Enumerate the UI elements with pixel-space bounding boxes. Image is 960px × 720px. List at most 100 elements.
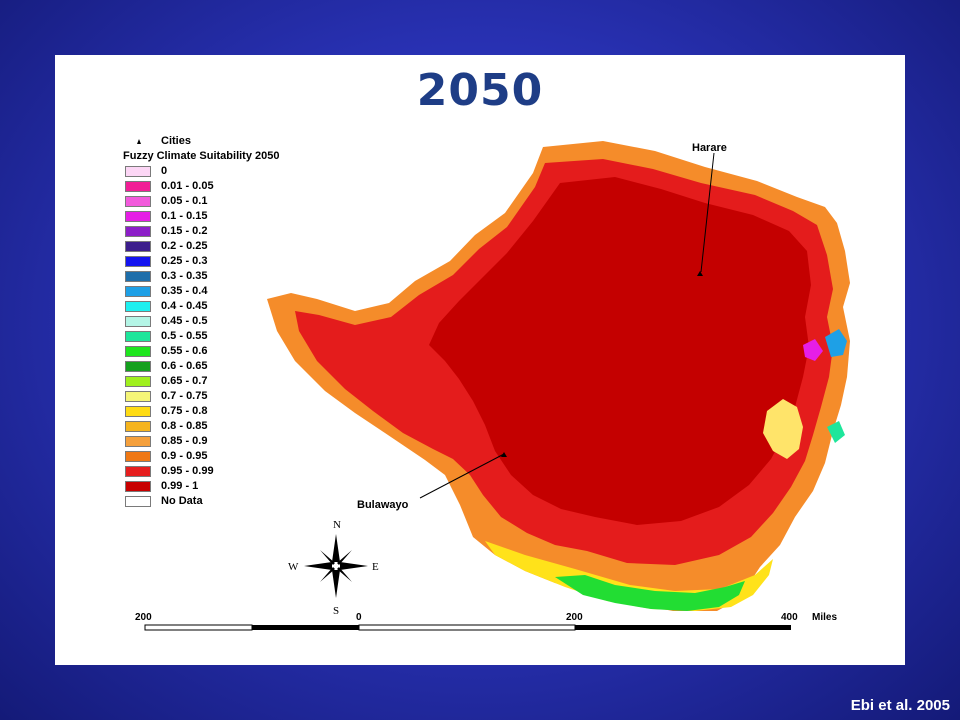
- legend-item-label: 0.25 - 0.3: [161, 255, 208, 267]
- scale-label-400: 400: [781, 612, 798, 623]
- legend-item: 0.45 - 0.5: [123, 315, 280, 330]
- city-triangle-icon: [137, 139, 141, 144]
- legend-item-label: 0.35 - 0.4: [161, 285, 208, 297]
- legend-item: 0.7 - 0.75: [123, 390, 280, 405]
- compass-needle-sw: [320, 567, 335, 582]
- legend-swatch: [125, 436, 151, 447]
- map-zone-east-mixed: [825, 329, 847, 357]
- legend-item: 0.99 - 1: [123, 480, 280, 495]
- legend-swatch: [125, 361, 151, 372]
- city-marker-harare: [697, 271, 703, 276]
- map-legend: Cities Fuzzy Climate Suitability 2050 0 0…: [123, 135, 280, 510]
- compass-label-e: E: [372, 561, 379, 573]
- legend-item: 0.6 - 0.65: [123, 360, 280, 375]
- legend-item-label: 0.75 - 0.8: [161, 405, 208, 417]
- zimbabwe-map: Harare Bulawayo N S E W 200 0 20: [135, 141, 850, 631]
- legend-swatch: [125, 391, 151, 402]
- legend-item-label: 0.3 - 0.35: [161, 270, 208, 282]
- legend-item: 0: [123, 165, 280, 180]
- legend-swatch: [125, 451, 151, 462]
- compass-needle-nw: [320, 550, 335, 565]
- legend-swatch: [125, 331, 151, 342]
- legend-item-label: 0.9 - 0.95: [161, 450, 208, 462]
- legend-item: 0.4 - 0.45: [123, 300, 280, 315]
- legend-item: 0.95 - 0.99: [123, 465, 280, 480]
- legend-swatch: [125, 481, 151, 492]
- scale-label-0: 0: [356, 612, 362, 623]
- legend-item-label: 0.2 - 0.25: [161, 240, 208, 252]
- scale-bar-segment-3: [358, 624, 576, 631]
- legend-item-label: 0.99 - 1: [161, 480, 199, 492]
- legend-item: 0.25 - 0.3: [123, 255, 280, 270]
- legend-swatch: [125, 286, 151, 297]
- legend-item-label: 0.15 - 0.2: [161, 225, 208, 237]
- legend-item-label: No Data: [161, 495, 203, 507]
- compass-label-w: W: [288, 561, 299, 573]
- compass-needle-n: [332, 534, 340, 562]
- map-zone-south-green: [555, 575, 745, 611]
- legend-item-label: 0.95 - 0.99: [161, 465, 214, 477]
- legend-item: 0.55 - 0.6: [123, 345, 280, 360]
- legend-item: 0.85 - 0.9: [123, 435, 280, 450]
- compass-rose: N S E W: [288, 519, 379, 617]
- bulawayo-leader-line: [419, 453, 505, 499]
- legend-swatch: [125, 406, 151, 417]
- scale-label-200-left: 200: [135, 612, 152, 623]
- legend-swatch: [125, 376, 151, 387]
- compass-label-n: N: [333, 519, 341, 531]
- compass-needle-se: [337, 567, 352, 582]
- map-zone-east-yellow: [763, 399, 803, 459]
- legend-item-label: 0.55 - 0.6: [161, 345, 208, 357]
- legend-swatch: [125, 271, 151, 282]
- map-zone-core: [429, 177, 811, 525]
- legend-swatch: [125, 181, 151, 192]
- legend-item-label: 0.4 - 0.45: [161, 300, 208, 312]
- legend-swatch: [125, 466, 151, 477]
- legend-item-label: 0.7 - 0.75: [161, 390, 208, 402]
- map-zone-east-magenta: [803, 339, 823, 361]
- legend-item: 0.75 - 0.8: [123, 405, 280, 420]
- legend-item-label: 0.6 - 0.65: [161, 360, 208, 372]
- scale-bar: 200 0 200 400 Miles: [135, 612, 837, 631]
- citation-credit: Ebi et al. 2005: [850, 697, 950, 714]
- legend-item: 0.15 - 0.2: [123, 225, 280, 240]
- legend-cities-entry: Cities: [123, 135, 280, 149]
- legend-item-label: 0.5 - 0.55: [161, 330, 208, 342]
- legend-item: 0.8 - 0.85: [123, 420, 280, 435]
- legend-item-label: 0.85 - 0.9: [161, 435, 208, 447]
- legend-swatch: [125, 256, 151, 267]
- scale-bar-segment-4: [575, 625, 791, 630]
- legend-item-label: 0.45 - 0.5: [161, 315, 208, 327]
- compass-needle-e: [340, 562, 368, 570]
- compass-label-s: S: [333, 605, 339, 617]
- legend-item: 0.65 - 0.7: [123, 375, 280, 390]
- legend-swatch: [125, 421, 151, 432]
- scale-unit-label: Miles: [812, 612, 837, 623]
- legend-item: 0.2 - 0.25: [123, 240, 280, 255]
- legend-swatch: [125, 226, 151, 237]
- legend-title: Fuzzy Climate Suitability 2050: [123, 150, 280, 162]
- harare-leader-line: [700, 152, 715, 273]
- legend-swatch: [125, 241, 151, 252]
- legend-item: 0.05 - 0.1: [123, 195, 280, 210]
- legend-item: 0.1 - 0.15: [123, 210, 280, 225]
- legend-item-label: 0.65 - 0.7: [161, 375, 208, 387]
- map-panel: 2050 Harare Bulawayo: [55, 55, 905, 665]
- legend-item-label: 0.01 - 0.05: [161, 180, 214, 192]
- scale-bar-segment-2: [252, 625, 359, 630]
- compass-needle-s: [332, 570, 340, 598]
- legend-item: 0.9 - 0.95: [123, 450, 280, 465]
- legend-swatch: [125, 301, 151, 312]
- legend-item: No Data: [123, 495, 280, 510]
- legend-item: 0.01 - 0.05: [123, 180, 280, 195]
- legend-item: 0.5 - 0.55: [123, 330, 280, 345]
- legend-item-label: 0: [161, 165, 168, 177]
- legend-cities-label: Cities: [161, 135, 191, 147]
- compass-needle-ne: [337, 550, 352, 565]
- legend-item: 0.3 - 0.35: [123, 270, 280, 285]
- city-label-bulawayo: Bulawayo: [357, 499, 409, 511]
- map-title: 2050: [416, 65, 544, 116]
- city-label-harare: Harare: [692, 142, 727, 154]
- legend-item-label: 0.1 - 0.15: [161, 210, 208, 222]
- legend-item-label: 0.8 - 0.85: [161, 420, 208, 432]
